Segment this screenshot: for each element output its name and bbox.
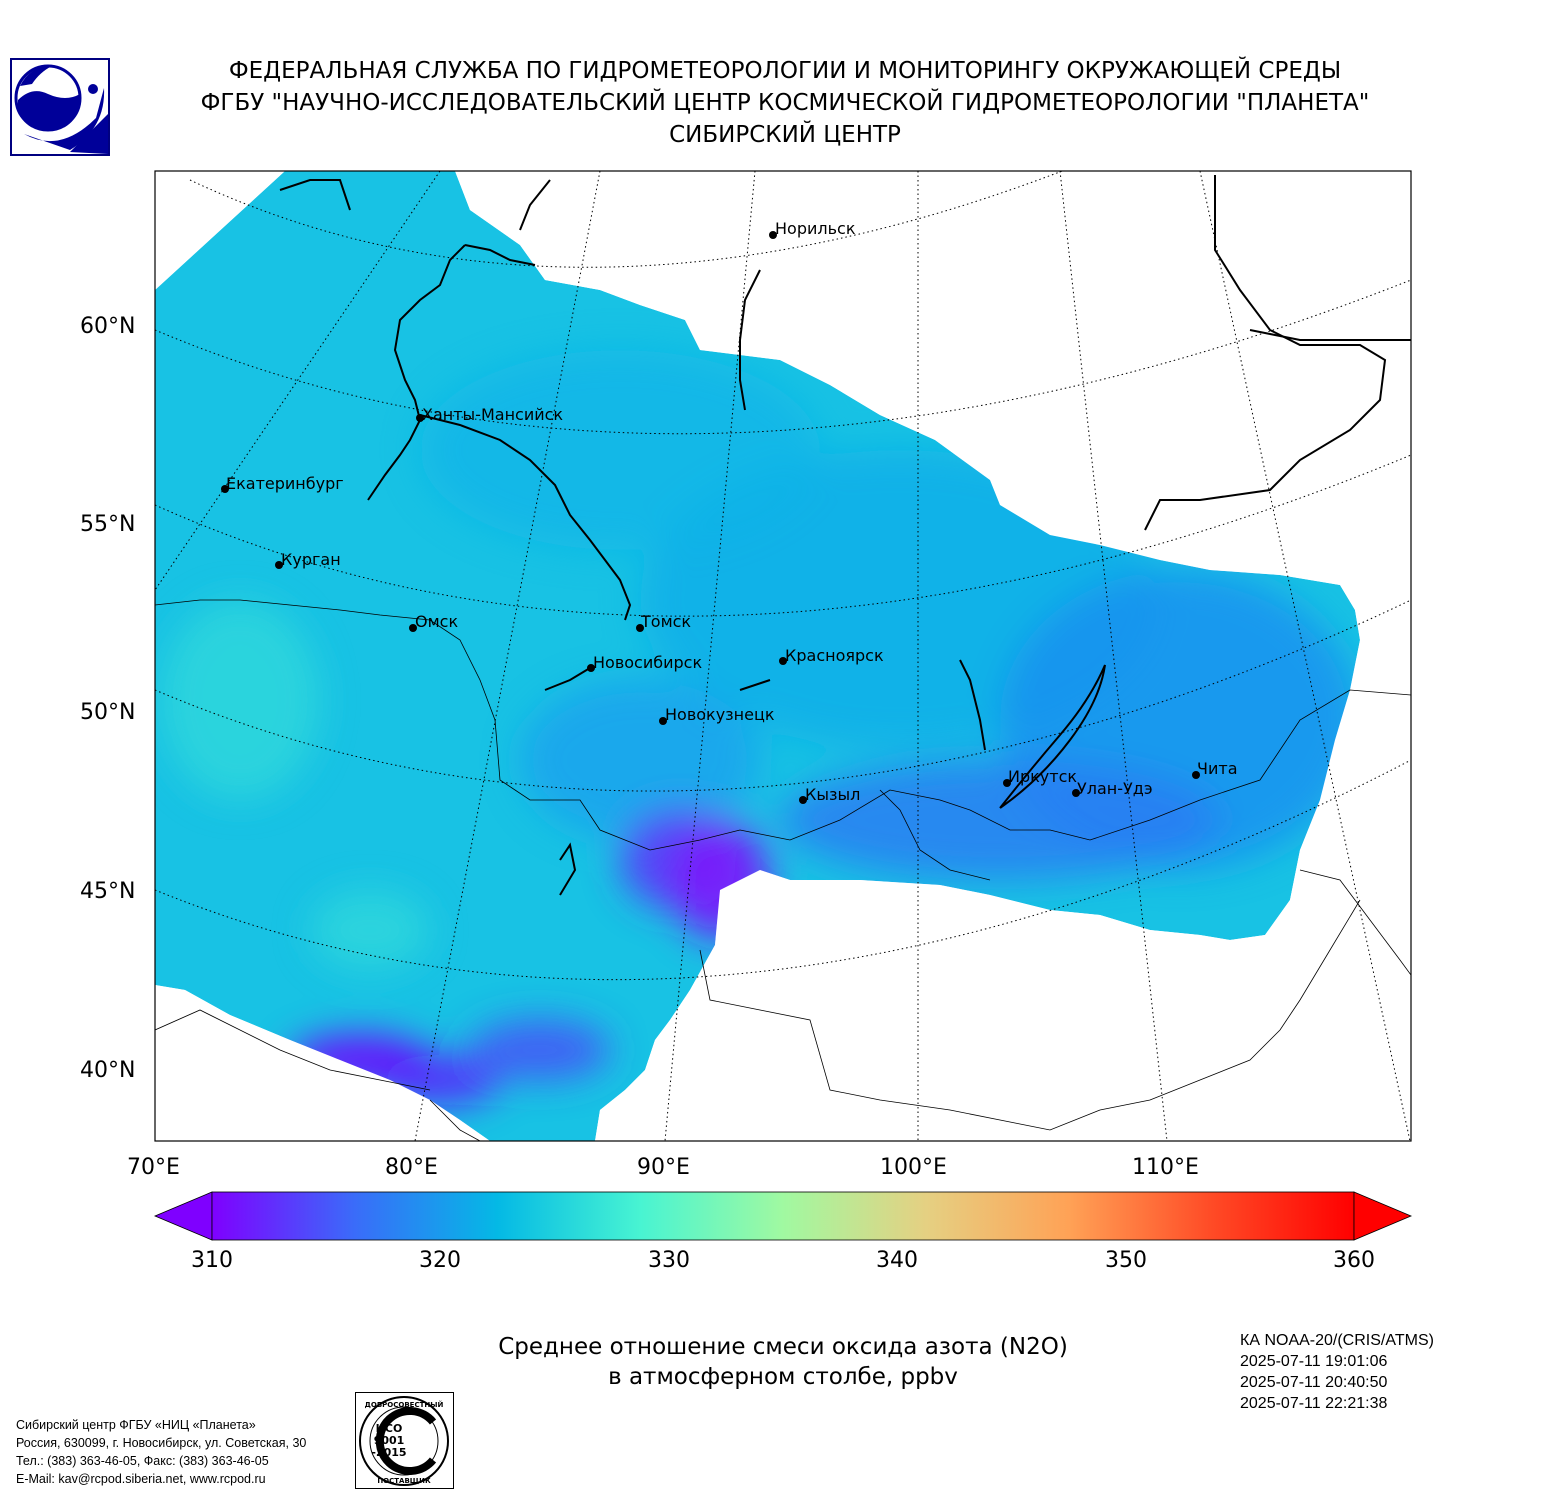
colorbar-min-arrow bbox=[153, 1191, 213, 1241]
borders bbox=[155, 599, 1411, 1141]
city-dot-novosibirsk bbox=[587, 664, 595, 672]
colorbar-tick-330: 330 bbox=[648, 1248, 690, 1273]
lat-label-55: 55°N bbox=[80, 512, 135, 537]
city-dot-tomsk bbox=[636, 624, 644, 632]
colorbar-tick-310: 310 bbox=[191, 1248, 233, 1273]
colorbar-max-arrow bbox=[1353, 1191, 1413, 1241]
pass-time-3: 2025-07-11 22:21:38 bbox=[1240, 1395, 1388, 1412]
city-label-omsk: Омск bbox=[415, 612, 458, 631]
lon-label-90: 90°E bbox=[637, 1155, 690, 1180]
city-dot-ulan-ude bbox=[1072, 789, 1080, 797]
header-line-2: ФГБУ "НАУЧНО-ИССЛЕДОВАТЕЛЬСКИЙ ЦЕНТР КОС… bbox=[200, 90, 1370, 116]
satellite-name: КА NOAA-20/(CRIS/ATMS) bbox=[1240, 1332, 1434, 1349]
city-dot-chita bbox=[1192, 771, 1200, 779]
header-line-3: СИБИРСКИЙ ЦЕНТР bbox=[669, 122, 901, 148]
contact-address: Россия, 630099, г. Новосибирск, ул. Сове… bbox=[16, 1436, 307, 1450]
city-dot-kurgan bbox=[275, 561, 283, 569]
lon-label-80: 80°E bbox=[385, 1155, 438, 1180]
city-label-norilsk: Норильск bbox=[775, 219, 856, 238]
city-label-novokuznetsk: Новокузнецк bbox=[665, 705, 775, 724]
city-dot-kyzyl bbox=[799, 796, 807, 804]
iso-line-2: 9001 bbox=[374, 1434, 405, 1447]
caption-line-2: в атмосферном столбе, ppbv bbox=[608, 1364, 958, 1390]
city-label-kyzyl: Кызыл bbox=[805, 785, 860, 804]
contact-org: Сибирский центр ФГБУ «НИЦ «Планета» bbox=[16, 1418, 256, 1432]
colorbar-tick-320: 320 bbox=[419, 1248, 461, 1273]
contact-email: E-Mail: kav@rcpod.siberia.net, www.rcpod… bbox=[16, 1472, 266, 1486]
satellite-info: КА NOAA-20/(CRIS/ATMS) 2025-07-11 19:01:… bbox=[1240, 1330, 1434, 1414]
lat-label-40: 40°N bbox=[80, 1058, 135, 1083]
field-shading bbox=[160, 350, 1360, 1105]
city-dot-ekaterinburg bbox=[221, 485, 229, 493]
lat-label-45: 45°N bbox=[80, 879, 135, 904]
lat-label-50: 50°N bbox=[80, 700, 135, 725]
colorbar-tick-350: 350 bbox=[1105, 1248, 1147, 1273]
colorbar-bar bbox=[211, 1191, 1355, 1241]
lat-label-60: 60°N bbox=[80, 314, 135, 339]
iso-line-1: ИСО bbox=[376, 1422, 403, 1435]
map-caption: Среднее отношение смеси оксида азота (N2… bbox=[383, 1332, 1183, 1392]
lon-label-100: 100°E bbox=[880, 1155, 947, 1180]
data-field bbox=[155, 171, 1411, 1141]
city-markers: Норильск Ханты-Мансийск Екатеринбург Кур… bbox=[221, 219, 1238, 804]
pass-time-2: 2025-07-11 20:40:50 bbox=[1240, 1374, 1388, 1391]
pass-time-1: 2025-07-11 19:01:06 bbox=[1240, 1353, 1388, 1370]
colorbar: 310 320 330 340 350 360 bbox=[153, 1191, 1413, 1273]
city-label-tomsk: Томск bbox=[640, 612, 691, 631]
outside-mask bbox=[155, 171, 1411, 1141]
city-dot-novokuznetsk bbox=[659, 717, 667, 725]
city-label-irkutsk: Иркутск bbox=[1008, 767, 1077, 786]
city-dot-irkutsk bbox=[1003, 779, 1011, 787]
iso-line-3: -2015 bbox=[371, 1446, 406, 1459]
city-dot-khanty bbox=[416, 414, 424, 422]
city-label-ulan-ude: Улан-Удэ bbox=[1077, 779, 1153, 798]
colorbar-tick-360: 360 bbox=[1333, 1248, 1375, 1273]
header-line-1: ФЕДЕРАЛЬНАЯ СЛУЖБА ПО ГИДРОМЕТЕОРОЛОГИИ … bbox=[228, 58, 1342, 84]
iso-bottom-text: ПОСТАВЩИК bbox=[377, 1477, 431, 1485]
city-label-novosibirsk: Новосибирск bbox=[593, 653, 702, 672]
planeta-logo-icon bbox=[10, 58, 110, 156]
city-label-ekaterinburg: Екатеринбург bbox=[226, 474, 344, 493]
rivers bbox=[279, 175, 1411, 896]
city-dot-omsk bbox=[409, 624, 417, 632]
map-border bbox=[154, 170, 1412, 1142]
contact-info: Сибирский центр ФГБУ «НИЦ «Планета» Росс… bbox=[16, 1416, 306, 1488]
iso-top-text: ДОБРОСОВЕСТНЫЙ bbox=[365, 1400, 444, 1409]
city-dot-krasnoyarsk bbox=[779, 657, 787, 665]
city-label-chita: Чита bbox=[1197, 759, 1238, 778]
map-figure: 60°N 55°N 50°N 45°N 40°N 70°E 80°E 90°E … bbox=[80, 170, 1413, 1273]
city-label-khanty: Ханты-Мансийск bbox=[422, 405, 563, 424]
header: ФЕДЕРАЛЬНАЯ СЛУЖБА ПО ГИДРОМЕТЕОРОЛОГИИ … bbox=[120, 55, 1450, 151]
lon-label-110: 110°E bbox=[1132, 1155, 1199, 1180]
iso-badge-icon: ДОБРОСОВЕСТНЫЙ ИСО 9001 -2015 ПОСТАВЩИК bbox=[355, 1392, 454, 1489]
city-dot-norilsk bbox=[769, 231, 777, 239]
caption-line-1: Среднее отношение смеси оксида азота (N2… bbox=[498, 1334, 1068, 1360]
city-label-krasnoyarsk: Красноярск bbox=[785, 646, 884, 665]
lon-label-70: 70°E bbox=[127, 1155, 180, 1180]
city-label-kurgan: Курган bbox=[281, 550, 341, 569]
contact-phone: Тел.: (383) 363-46-05, Факс: (383) 363-4… bbox=[16, 1454, 269, 1468]
colorbar-tick-340: 340 bbox=[876, 1248, 918, 1273]
